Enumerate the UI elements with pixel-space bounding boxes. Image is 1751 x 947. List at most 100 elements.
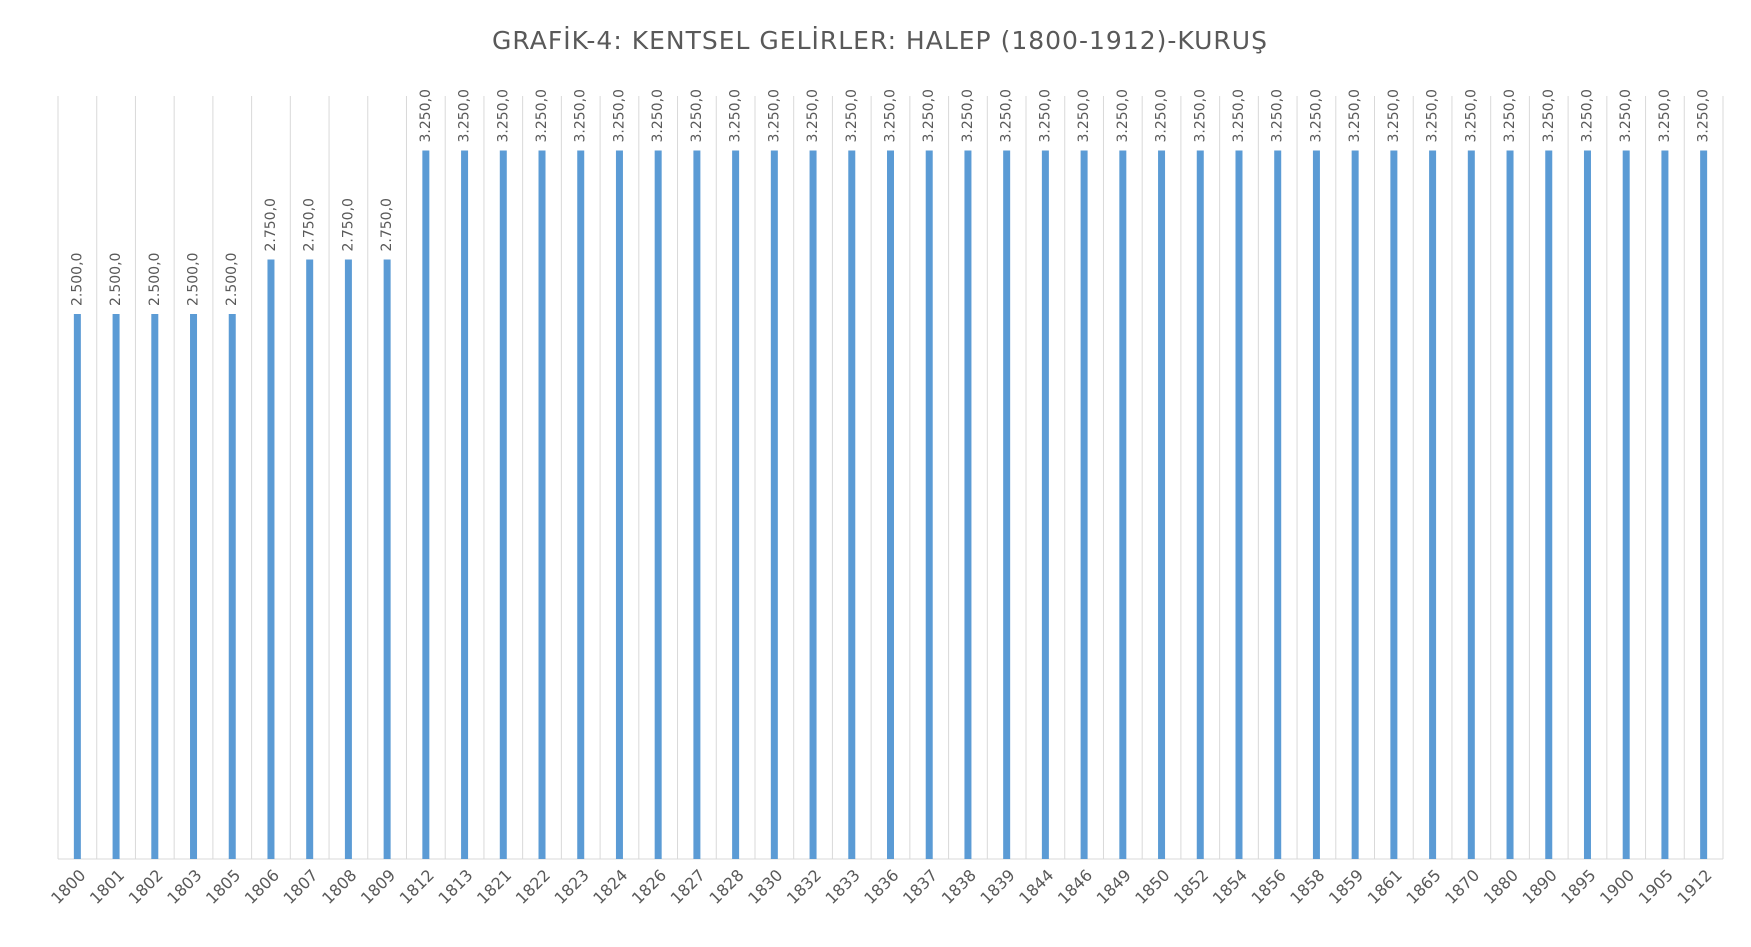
bar (770, 150, 778, 859)
bar (344, 259, 352, 859)
bar (151, 314, 159, 859)
bar (112, 314, 120, 859)
data-label: 3.250,0 (650, 89, 666, 142)
data-label: 3.250,0 (805, 89, 821, 142)
data-label: 3.250,0 (495, 89, 511, 142)
bar (615, 150, 623, 859)
data-label: 3.250,0 (883, 89, 899, 142)
bar (1003, 150, 1011, 859)
data-label: 3.250,0 (457, 89, 473, 142)
data-label: 3.250,0 (1076, 89, 1092, 142)
x-tick-label: 1809 (357, 866, 399, 908)
data-label: 3.250,0 (534, 89, 550, 142)
x-tick-label: 1821 (473, 866, 515, 908)
bar (1661, 150, 1669, 859)
x-tick-label: 1823 (551, 866, 593, 908)
data-label: 3.250,0 (1347, 89, 1363, 142)
x-tick-label: 1800 (47, 866, 89, 908)
data-label: 3.250,0 (1618, 89, 1634, 142)
data-label: 3.250,0 (766, 89, 782, 142)
x-tick-label: 1846 (1054, 866, 1096, 908)
bar (693, 150, 701, 859)
data-label: 3.250,0 (1502, 89, 1518, 142)
data-label: 3.250,0 (1696, 89, 1712, 142)
x-tick-label: 1833 (822, 866, 864, 908)
data-label: 3.250,0 (1657, 89, 1673, 142)
data-label: 2.750,0 (379, 198, 395, 251)
data-label: 3.250,0 (921, 89, 937, 142)
x-tick-label: 1812 (396, 866, 438, 908)
bar (809, 150, 817, 859)
x-tick-label: 1828 (705, 866, 747, 908)
x-tick-label: 1837 (899, 866, 941, 908)
x-tick-label: 1859 (1325, 866, 1367, 908)
data-label: 3.250,0 (418, 89, 434, 142)
x-tick-label: 1806 (241, 866, 283, 908)
data-label: 2.500,0 (69, 253, 85, 306)
bar (1080, 150, 1088, 859)
data-label: 3.250,0 (1541, 89, 1557, 142)
data-label: 3.250,0 (1115, 89, 1131, 142)
x-tick-label: 1895 (1557, 866, 1599, 908)
bar (1700, 150, 1708, 859)
x-tick-label: 1824 (589, 866, 631, 908)
bar (1119, 150, 1127, 859)
bar (461, 150, 469, 859)
bar (964, 150, 972, 859)
data-label: 2.500,0 (186, 253, 202, 306)
bar (1196, 150, 1204, 859)
x-tick-label: 1805 (202, 866, 244, 908)
x-tick-label: 1807 (279, 866, 321, 908)
data-label: 3.250,0 (1270, 89, 1286, 142)
x-tick-label: 1822 (512, 866, 554, 908)
data-label: 3.250,0 (844, 89, 860, 142)
x-tick-label: 1865 (1402, 866, 1444, 908)
x-tick-label: 1854 (1209, 866, 1251, 908)
data-label: 3.250,0 (1037, 89, 1053, 142)
x-tick-label: 1912 (1673, 866, 1715, 908)
data-label: 3.250,0 (1154, 89, 1170, 142)
data-label: 2.750,0 (302, 198, 318, 251)
bar (654, 150, 662, 859)
x-tick-label: 1838 (938, 866, 980, 908)
x-tick-label: 1856 (1247, 866, 1289, 908)
data-label: 3.250,0 (999, 89, 1015, 142)
bar (732, 150, 740, 859)
data-label: 3.250,0 (960, 89, 976, 142)
bar (306, 259, 314, 859)
data-label: 3.250,0 (1192, 89, 1208, 142)
bar (422, 150, 430, 859)
x-tick-label: 1849 (1093, 866, 1135, 908)
x-tick-label: 1839 (976, 866, 1018, 908)
x-tick-label: 1850 (1131, 866, 1173, 908)
bar (925, 150, 933, 859)
x-tick-label: 1808 (318, 866, 360, 908)
bar (1351, 150, 1359, 859)
bar (1429, 150, 1437, 859)
bar (1158, 150, 1166, 859)
bar (1235, 150, 1243, 859)
bar (1312, 150, 1320, 859)
x-tick-label: 1826 (628, 866, 670, 908)
data-label: 3.250,0 (1308, 89, 1324, 142)
x-tick-label: 1802 (125, 866, 167, 908)
x-tick-label: 1830 (744, 866, 786, 908)
data-label: 3.250,0 (728, 89, 744, 142)
bar (887, 150, 894, 859)
data-label: 3.250,0 (611, 89, 627, 142)
bar (1622, 150, 1630, 859)
data-label: 3.250,0 (1386, 89, 1402, 142)
bar (267, 259, 275, 859)
data-label: 2.500,0 (147, 253, 163, 306)
x-tick-label: 1827 (667, 866, 709, 908)
data-label: 3.250,0 (1231, 89, 1247, 142)
x-tick-label: 1844 (1015, 866, 1057, 908)
x-tick-label: 1905 (1635, 866, 1677, 908)
data-label: 2.500,0 (224, 253, 240, 306)
bar (499, 150, 507, 859)
x-tick-label: 1870 (1441, 866, 1483, 908)
bar (190, 314, 198, 859)
x-tick-label: 1832 (783, 866, 825, 908)
data-label: 3.250,0 (1425, 89, 1441, 142)
bar (73, 314, 81, 859)
